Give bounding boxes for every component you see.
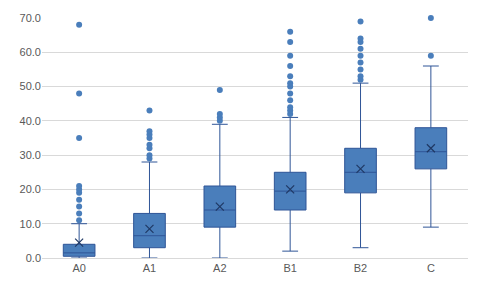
- svg-text:0.0: 0.0: [26, 252, 41, 264]
- svg-text:B1: B1: [283, 262, 296, 274]
- svg-text:C: C: [427, 262, 435, 274]
- svg-text:60.0: 60.0: [20, 46, 41, 58]
- svg-text:20.0: 20.0: [20, 183, 41, 195]
- svg-text:30.0: 30.0: [20, 149, 41, 161]
- svg-text:50.0: 50.0: [20, 80, 41, 92]
- svg-text:10.0: 10.0: [20, 218, 41, 230]
- svg-text:B2: B2: [354, 262, 367, 274]
- svg-text:A2: A2: [213, 262, 226, 274]
- svg-text:70.0: 70.0: [20, 12, 41, 24]
- svg-text:A1: A1: [143, 262, 156, 274]
- svg-text:A0: A0: [72, 262, 85, 274]
- svg-text:40.0: 40.0: [20, 115, 41, 127]
